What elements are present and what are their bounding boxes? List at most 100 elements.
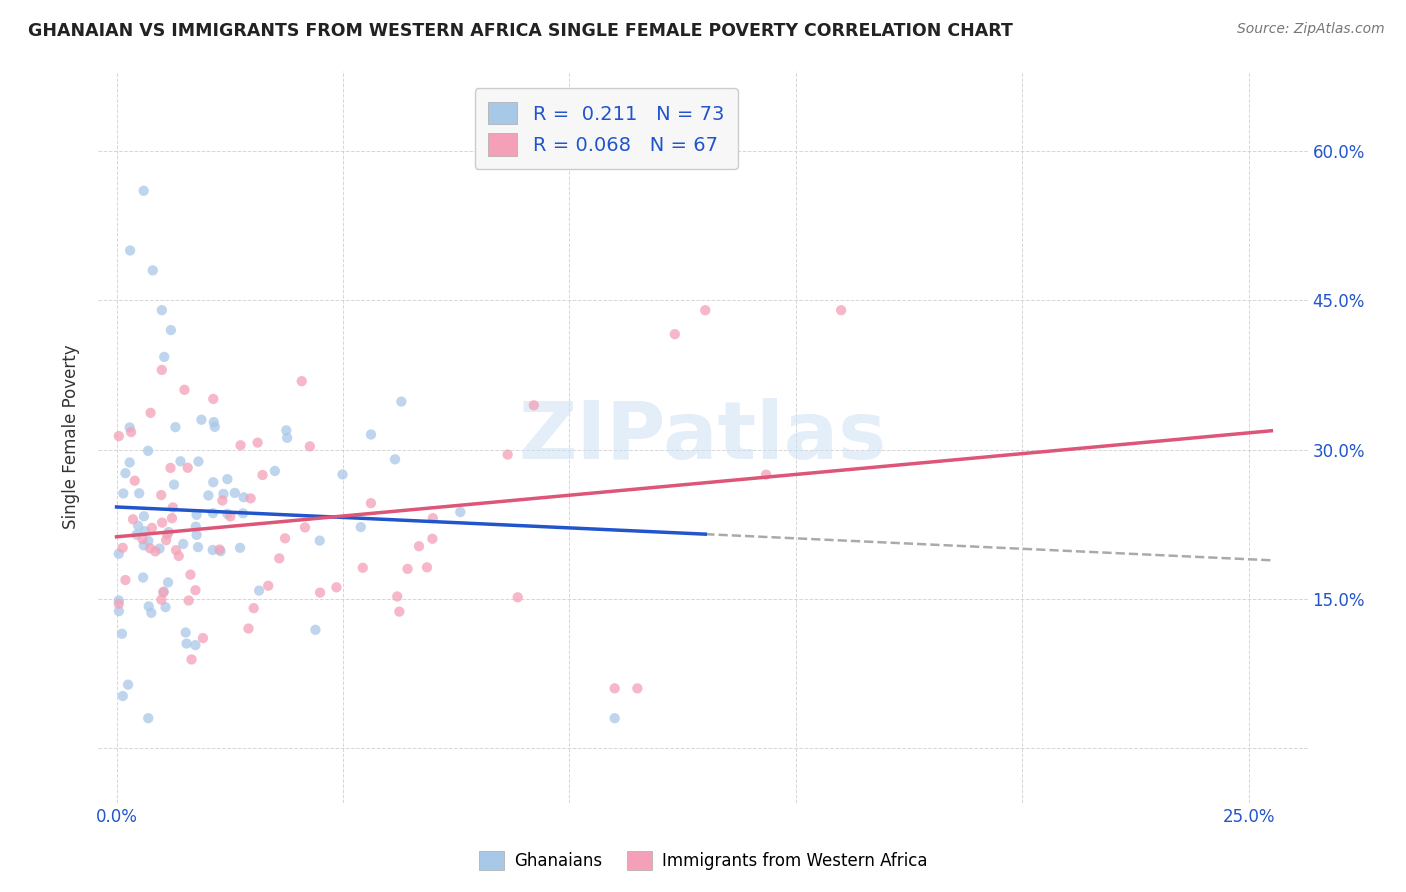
Point	[107, 429, 129, 443]
Point	[136, 443, 159, 458]
Point	[138, 533, 160, 548]
Point	[603, 711, 626, 725]
Point	[209, 544, 232, 558]
Point	[229, 438, 252, 452]
Point	[141, 606, 163, 620]
Point	[202, 392, 225, 406]
Point	[186, 508, 208, 522]
Point	[111, 541, 134, 555]
Point	[108, 604, 131, 618]
Point	[190, 413, 212, 427]
Point	[449, 505, 471, 519]
Point	[202, 475, 225, 490]
Point	[202, 415, 225, 429]
Point	[263, 464, 285, 478]
Point	[388, 605, 411, 619]
Point	[117, 678, 139, 692]
Point	[107, 597, 129, 611]
Point	[136, 711, 159, 725]
Point	[125, 527, 148, 541]
Point	[626, 681, 648, 696]
Text: GHANAIAN VS IMMIGRANTS FROM WESTERN AFRICA SINGLE FEMALE POVERTY CORRELATION CHA: GHANAIAN VS IMMIGRANTS FROM WESTERN AFRI…	[28, 22, 1012, 40]
Point	[159, 461, 181, 475]
Point	[153, 350, 176, 364]
Point	[165, 543, 187, 558]
Point	[211, 493, 233, 508]
Point	[184, 583, 207, 598]
Point	[180, 652, 202, 666]
Point	[212, 487, 235, 501]
Point	[118, 420, 141, 434]
Point	[269, 551, 291, 566]
Point	[187, 540, 209, 554]
Legend: R =  0.211   N = 73, R = 0.068   N = 67: R = 0.211 N = 73, R = 0.068 N = 67	[475, 88, 738, 169]
Point	[156, 527, 179, 541]
Point	[152, 585, 174, 599]
Point	[496, 448, 519, 462]
Point	[122, 512, 145, 526]
Point	[150, 303, 173, 318]
Point	[208, 542, 231, 557]
Point	[217, 507, 239, 521]
Point	[755, 467, 778, 482]
Point	[162, 500, 184, 515]
Point	[114, 573, 136, 587]
Point	[830, 303, 852, 318]
Point	[291, 374, 314, 388]
Point	[384, 452, 406, 467]
Point	[165, 420, 187, 434]
Point	[247, 583, 270, 598]
Point	[160, 511, 183, 525]
Point	[173, 383, 195, 397]
Point	[304, 623, 326, 637]
Point	[186, 528, 208, 542]
Point	[142, 263, 165, 277]
Point	[184, 638, 207, 652]
Point	[150, 592, 173, 607]
Point	[114, 466, 136, 480]
Point	[138, 599, 160, 614]
Point	[276, 423, 298, 437]
Point	[176, 636, 198, 650]
Point	[163, 477, 186, 491]
Point	[325, 580, 347, 594]
Point	[132, 509, 155, 524]
Point	[128, 486, 150, 500]
Point	[396, 562, 419, 576]
Point	[107, 593, 129, 607]
Point	[111, 689, 134, 703]
Point	[204, 420, 226, 434]
Point	[352, 561, 374, 575]
Point	[139, 406, 162, 420]
Point	[112, 486, 135, 500]
Text: Source: ZipAtlas.com: Source: ZipAtlas.com	[1237, 22, 1385, 37]
Point	[139, 541, 162, 556]
Point	[360, 427, 382, 442]
Point	[308, 533, 330, 548]
Point	[294, 520, 316, 534]
Point	[219, 509, 242, 524]
Point	[184, 519, 207, 533]
Point	[197, 488, 219, 502]
Point	[187, 454, 209, 468]
Point	[422, 532, 444, 546]
Point	[155, 533, 177, 548]
Point	[167, 549, 190, 563]
Point	[422, 511, 444, 525]
Point	[150, 488, 173, 502]
Point	[232, 491, 254, 505]
Point	[389, 394, 412, 409]
Point	[134, 524, 156, 539]
Point	[120, 425, 142, 439]
Point	[148, 541, 170, 556]
Point	[120, 244, 142, 258]
Point	[155, 600, 177, 615]
Point	[157, 524, 180, 539]
Point	[232, 506, 254, 520]
Point	[252, 468, 274, 483]
Point	[124, 474, 146, 488]
Point	[298, 439, 321, 453]
Point	[506, 591, 529, 605]
Point	[174, 625, 197, 640]
Point	[239, 491, 262, 506]
